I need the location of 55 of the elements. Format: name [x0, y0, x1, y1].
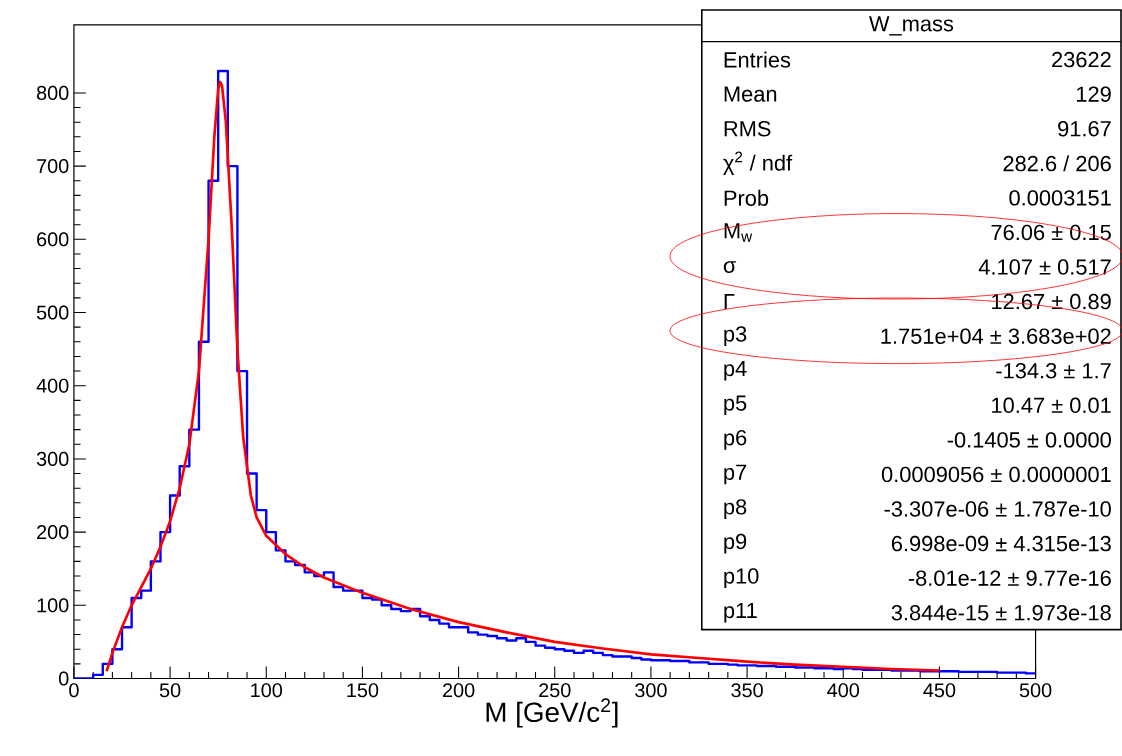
annotation: p9	[724, 533, 747, 554]
x-tick-label: 0	[69, 683, 79, 698]
annotation: 12.67 ± 0.89	[992, 293, 1111, 310]
annotation: -3.307e-06 ± 1.787e-10	[884, 501, 1111, 517]
x-axis-title: M [GeV/c$^{2}$]	[486, 698, 618, 728]
annotation: p11	[724, 602, 757, 623]
y-tick-label: 0	[58, 671, 69, 686]
text: 91.67	[1058, 121, 1111, 137]
annotation: 10.47 ± 0.01	[992, 397, 1111, 414]
x-tick-label: 250	[539, 683, 571, 698]
y-tick-label: 100	[37, 598, 69, 613]
annotation: Γ	[724, 294, 735, 310]
x-tick-label: 150	[347, 683, 379, 698]
annotation: Entries	[724, 51, 791, 68]
x-tick-label: 200	[443, 683, 475, 698]
annotation: p5	[724, 395, 747, 416]
annotation: p6	[724, 429, 747, 450]
annotation: 282.6 / 206	[1003, 155, 1111, 172]
annotation: W_mass	[869, 16, 954, 36]
annotation: M$_{w}$	[724, 223, 753, 242]
y-tick-label: 500	[36, 305, 69, 320]
annotation: -134.3 ± 1.7	[996, 363, 1111, 379]
x-tick-label: 50	[159, 683, 181, 698]
annotation: 4.107 ± 0.517	[978, 259, 1111, 275]
x-tick-label: 350	[731, 683, 763, 698]
annotation: χ$^{2}$ / ndf	[723, 151, 793, 176]
annotation: σ	[723, 261, 737, 273]
x-tick-label: 400	[827, 683, 860, 698]
annotation: -8.01e-12 ± 9.77e-16	[908, 570, 1111, 586]
annotation: 6.998e-09 ± 4.315e-13	[891, 535, 1111, 552]
x-tick-label: 100	[251, 683, 283, 698]
annotation: 0.0009056 ± 0.0000001	[881, 466, 1111, 483]
x-tick-label: 450	[923, 683, 956, 698]
y-tick-label: 200	[37, 525, 69, 540]
y-tick-label: 600	[37, 232, 69, 247]
x-tick-label: 300	[635, 683, 667, 698]
annotation: -0.1405 ± 0.0000	[947, 432, 1111, 448]
x-tick-label: 500	[1019, 683, 1052, 698]
annotation: Mean	[724, 86, 777, 102]
annotation: p4	[724, 360, 747, 381]
y-tick-label: 400	[36, 378, 69, 393]
annotation: p8	[724, 499, 747, 519]
annotation: RMS	[724, 121, 771, 137]
y-tick-label: 800	[36, 85, 69, 100]
text: 23622	[1052, 51, 1111, 68]
annotation: 0.0003151	[1009, 190, 1111, 206]
y-tick-label: 700	[37, 159, 69, 174]
annotation: p10	[724, 568, 759, 589]
annotation: Prob	[724, 189, 769, 206]
y-tick-label: 300	[36, 451, 69, 466]
annotation: p3	[724, 326, 747, 347]
text: 129	[1077, 86, 1111, 102]
annotation: p7	[724, 464, 747, 485]
annotation: 3.844e-15 ± 1.973e-18	[891, 605, 1111, 621]
annotation: 1.751e+04 ± 3.683e+02	[881, 328, 1111, 344]
